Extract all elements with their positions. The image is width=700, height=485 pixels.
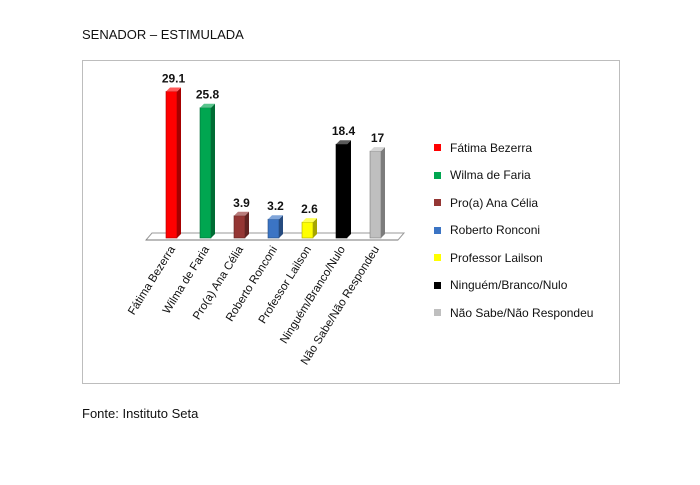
chart-title: SENADOR – ESTIMULADA	[82, 27, 244, 42]
bar-top	[370, 147, 385, 152]
bar-side	[381, 147, 385, 238]
bar	[165, 91, 178, 239]
data-label: 3.9	[233, 196, 250, 210]
legend-item: Ninguém/Branco/Nulo	[434, 272, 593, 300]
chart-legend: Fátima Bezerra Wilma de Faria Pro(a) Ana…	[434, 134, 593, 327]
bar-top	[336, 140, 351, 145]
data-label: 25.8	[196, 88, 220, 102]
bar-top	[268, 215, 283, 220]
bar-side	[347, 140, 351, 238]
legend-item: Wilma de Faria	[434, 162, 593, 190]
legend-label: Professor Lailson	[450, 250, 543, 265]
legend-label: Ninguém/Branco/Nulo	[450, 278, 568, 293]
bar	[301, 221, 314, 239]
bar	[335, 143, 348, 239]
bar-side	[279, 215, 283, 238]
data-label: 3.2	[267, 199, 284, 213]
legend-swatch	[434, 226, 441, 234]
legend-swatch	[434, 171, 441, 179]
legend-label: Roberto Ronconi	[450, 223, 541, 238]
bar-side	[211, 103, 215, 238]
legend-item: Professor Lailson	[434, 244, 593, 272]
data-label: 17	[371, 131, 385, 145]
legend-label: Não Sabe/Não Respondeu	[450, 305, 594, 320]
data-label: 2.6	[301, 202, 318, 216]
bar	[199, 107, 212, 239]
bar-side	[313, 218, 317, 238]
data-label: 29.1	[162, 71, 186, 85]
legend-item: Pro(a) Ana Célia	[434, 189, 593, 217]
legend-label: Pro(a) Ana Célia	[450, 195, 539, 210]
x-tick-label: Ninguém/Branco/Nulo	[278, 244, 348, 346]
bar-top	[234, 211, 249, 216]
legend-swatch	[434, 144, 441, 152]
bar	[267, 218, 280, 239]
legend-swatch	[434, 309, 441, 317]
bar	[233, 215, 246, 239]
legend-item: Não Sabe/Não Respondeu	[434, 299, 593, 327]
bar	[369, 150, 382, 239]
bar-top	[166, 87, 181, 92]
bar-side	[177, 87, 181, 238]
legend-label: Wilma de Faria	[450, 168, 531, 183]
legend-swatch	[434, 281, 441, 289]
bar-top	[302, 218, 317, 223]
legend-swatch	[434, 199, 441, 207]
legend-item: Roberto Ronconi	[434, 217, 593, 245]
legend-item: Fátima Bezerra	[434, 134, 593, 162]
legend-label: Fátima Bezerra	[450, 140, 533, 155]
bar-side	[245, 211, 249, 238]
bar-top	[200, 103, 215, 108]
legend-swatch	[434, 254, 441, 262]
source-note: Fonte: Instituto Seta	[82, 406, 199, 421]
data-label: 18.4	[332, 124, 356, 138]
